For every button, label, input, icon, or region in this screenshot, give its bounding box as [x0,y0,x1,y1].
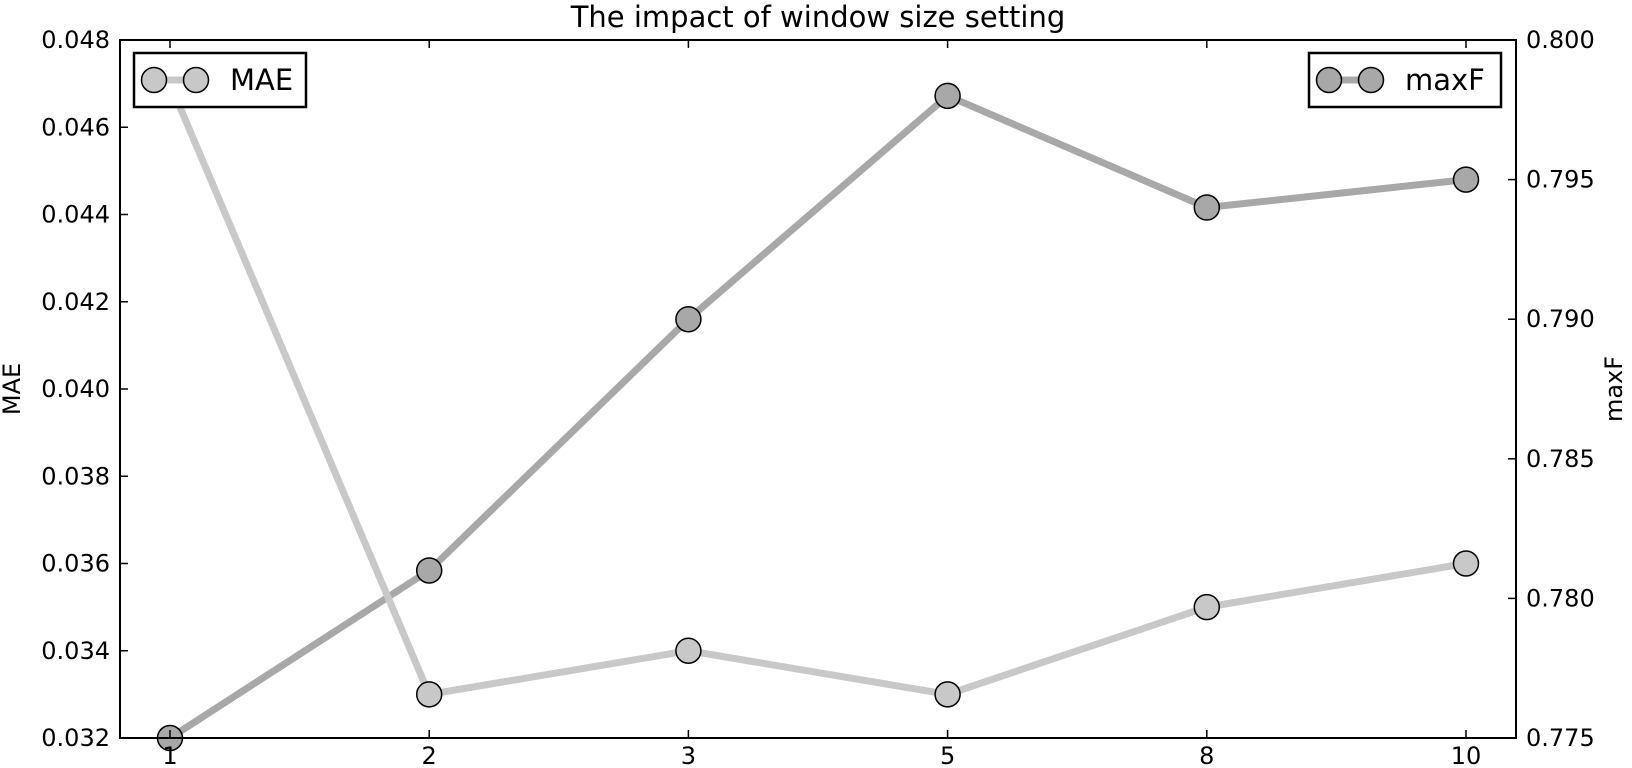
right-axis-tick-label: 0.790 [1526,305,1595,333]
data-point-mae [934,681,961,708]
right-axis-tick-label: 0.785 [1526,445,1595,473]
left-axis-tick-label: 0.044 [41,201,110,229]
legend-marker [1357,66,1385,94]
left-axis-tick-label: 0.032 [41,724,110,752]
legend-label: maxF [1405,63,1485,97]
left-axis-tick-label: 0.046 [41,113,110,141]
data-point-mae [415,681,443,708]
legend-marker [182,66,210,94]
left-axis-tick-label: 0.034 [41,637,110,665]
data-point-maxf [934,82,961,110]
right-axis-tick-label: 0.795 [1526,166,1595,194]
left-axis-tick-label: 0.036 [41,550,110,578]
legend-label: MAE [230,63,293,97]
x-axis-tick-label: 8 [1199,742,1214,768]
series-line-mae [166,82,1467,698]
right-axis-tick-label: 0.780 [1526,584,1595,612]
x-axis-tick-label: 3 [681,742,696,768]
right-axis-title: maxF [1600,356,1628,422]
legend-marker [140,66,168,94]
data-point-maxf [1193,194,1221,221]
data-point-maxf [675,305,702,333]
left-axis-title: MAE [0,363,26,415]
left-axis-tick-label: 0.038 [41,462,110,490]
data-point-mae [1452,550,1480,577]
legend-mae: MAE [132,51,308,109]
x-axis-tick-label: 10 [1451,742,1482,768]
chart-title: The impact of window size setting [570,0,1066,34]
legend-maxf: maxF [1307,51,1503,109]
left-axis-tick-label: 0.040 [41,375,110,403]
left-axis-tick-label: 0.042 [41,288,110,316]
data-point-maxf [1452,166,1480,193]
left-axis-tick-label: 0.048 [41,26,110,54]
right-axis-tick-label: 0.800 [1526,26,1595,54]
legend-marker [1315,66,1343,94]
x-axis-tick-label: 5 [940,742,955,768]
right-axis-tick-label: 0.775 [1526,724,1595,752]
x-axis-tick-label: 1 [162,742,177,768]
x-axis-tick-label: 2 [422,742,437,768]
data-point-maxf [415,557,443,584]
data-point-mae [675,637,702,664]
data-point-mae [1193,593,1221,621]
